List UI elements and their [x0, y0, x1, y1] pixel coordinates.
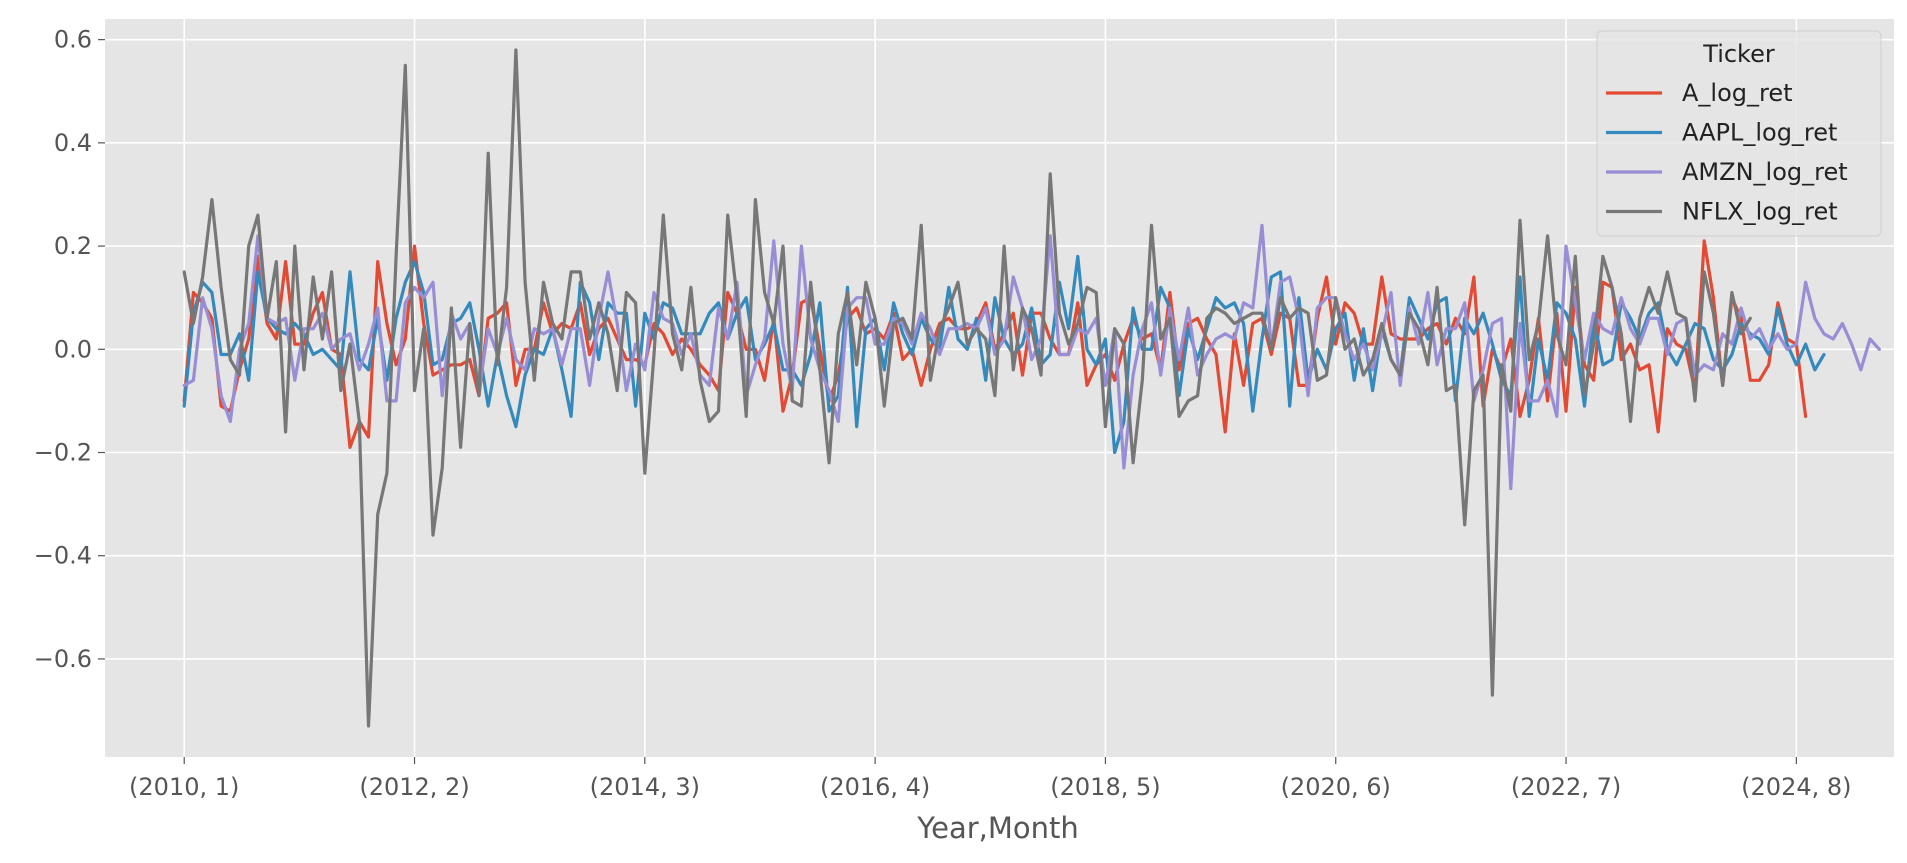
legend-items: A_log_ret AAPL_log_ret AMZN_log_ret NFLX_lo… — [1606, 79, 1848, 226]
y-tick-label: 0.2 — [54, 232, 92, 260]
y-tick-label: 0.0 — [54, 335, 92, 363]
series-layer — [182, 48, 1881, 728]
legend-label: NFLX_log_ret — [1682, 198, 1838, 226]
y-axis: 0.6 0.4 0.2 0.0 −0.2 −0.4 −0.6 — [34, 26, 105, 673]
x-tick-label: (2016, 4) — [820, 773, 930, 801]
grid-lines — [105, 19, 1894, 757]
x-tick-label: (2024, 8) — [1741, 773, 1851, 801]
x-tick-label: (2022, 7) — [1511, 773, 1621, 801]
x-tick-label: (2018, 5) — [1050, 773, 1160, 801]
legend-label: AAPL_log_ret — [1682, 119, 1837, 147]
y-tick-label: 0.4 — [54, 129, 92, 157]
y-tick-label: −0.2 — [34, 439, 92, 467]
y-tick-label: 0.6 — [54, 26, 92, 54]
legend-box — [1596, 30, 1882, 237]
x-axis-title: Year,Month — [916, 811, 1079, 845]
legend-title: Ticker — [1702, 40, 1775, 68]
x-tick-label: (2014, 3) — [590, 773, 700, 801]
x-tick-label: (2012, 2) — [359, 773, 469, 801]
y-tick-label: −0.6 — [34, 645, 92, 673]
x-tick-label: (2010, 1) — [129, 773, 239, 801]
legend: Ticker A_log_ret AAPL_log_ret AMZN_log_ret… — [1596, 30, 1882, 237]
legend-label: AMZN_log_ret — [1682, 158, 1848, 186]
x-tick-label: (2020, 6) — [1281, 773, 1391, 801]
legend-label: A_log_ret — [1682, 79, 1793, 107]
y-tick-label: −0.4 — [34, 542, 92, 570]
series-line-nflx-log-ret — [182, 48, 1752, 728]
x-axis: (2010, 1) (2012, 2) (2014, 3) (2016, 4) (201… — [129, 757, 1852, 801]
